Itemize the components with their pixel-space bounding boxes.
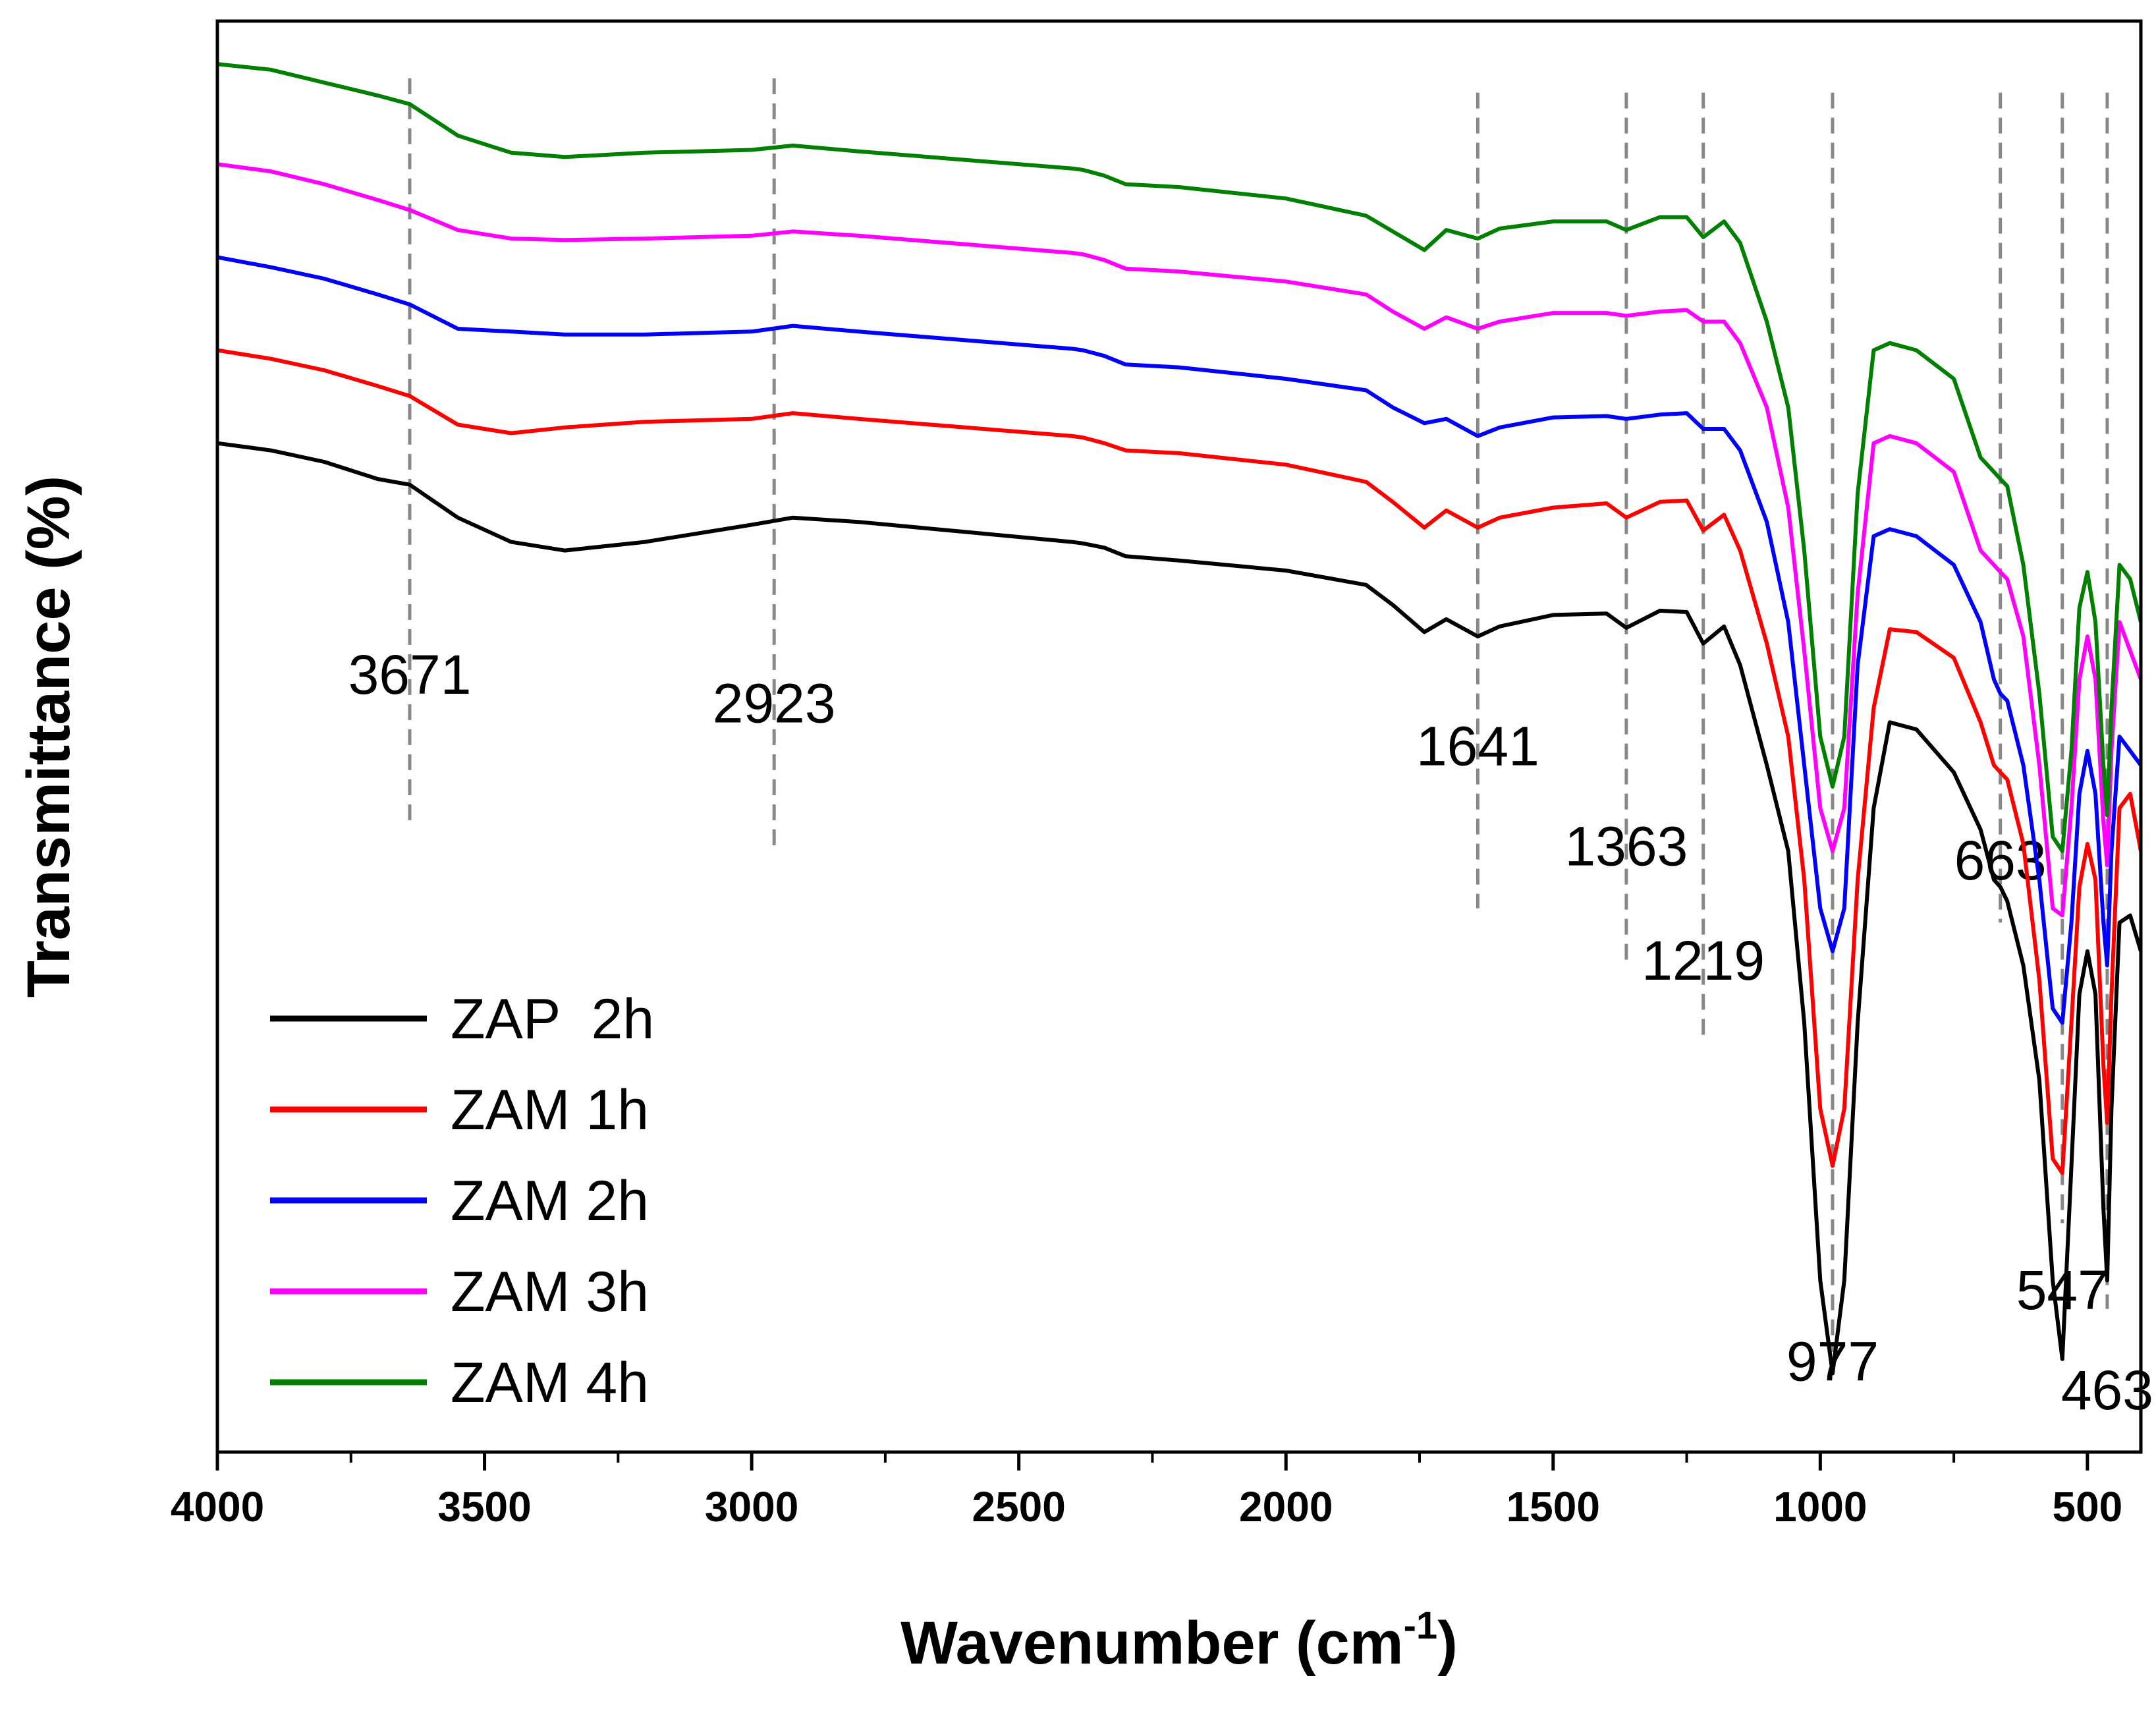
- x-tick-label: 3000: [705, 1483, 798, 1530]
- x-tick-label: 3500: [437, 1483, 531, 1530]
- x-tick-label: 4000: [171, 1483, 264, 1530]
- y-axis-title: Transmittance (%): [15, 476, 82, 997]
- legend-label: ZAM 3h: [451, 1260, 649, 1324]
- series-line-zam-3h: [217, 162, 2141, 918]
- series-line-zam-4h: [217, 62, 2141, 853]
- peak-label-663: 663: [1954, 829, 2047, 891]
- peak-label-1641: 1641: [1416, 715, 1539, 777]
- series-line-zap-2h: [217, 441, 2141, 1376]
- x-tick-label: 1000: [1773, 1483, 1867, 1530]
- series-line-zam-1h: [217, 348, 2141, 1175]
- x-tick-label: 2000: [1239, 1483, 1333, 1530]
- legend-label: ZAM 2h: [451, 1169, 649, 1233]
- peak-label-2923: 2923: [713, 672, 836, 734]
- x-axis-title: Wavenumber (cm-1): [900, 1604, 1458, 1677]
- x-tick-label: 1500: [1506, 1483, 1600, 1530]
- plot-frame: [215, 19, 2143, 1454]
- legend: ZAP 2h ZAM 1h ZAM 2h ZAM 3h ZAM 4h: [270, 988, 654, 1415]
- spectra-series: [217, 62, 2141, 1376]
- x-tick-label: 500: [2052, 1483, 2122, 1530]
- peak-label-1363: 1363: [1564, 815, 1688, 877]
- legend-label: ZAP 2h: [451, 988, 654, 1051]
- peak-label-547: 547: [2016, 1259, 2109, 1321]
- series-line-zam-2h: [217, 255, 2141, 1025]
- legend-label: ZAM 1h: [451, 1079, 649, 1142]
- peak-label-3671: 3671: [348, 644, 472, 706]
- x-tick-label: 2500: [972, 1483, 1065, 1530]
- peak-label-463: 463: [2061, 1359, 2153, 1421]
- legend-label: ZAM 4h: [451, 1351, 649, 1415]
- x-axis-ticks: 4000 3500 3000 2500 2000 1500 1000 500: [171, 1452, 2122, 1530]
- peak-label-1219: 1219: [1642, 930, 1765, 992]
- peak-marker-lines: [408, 78, 2109, 1352]
